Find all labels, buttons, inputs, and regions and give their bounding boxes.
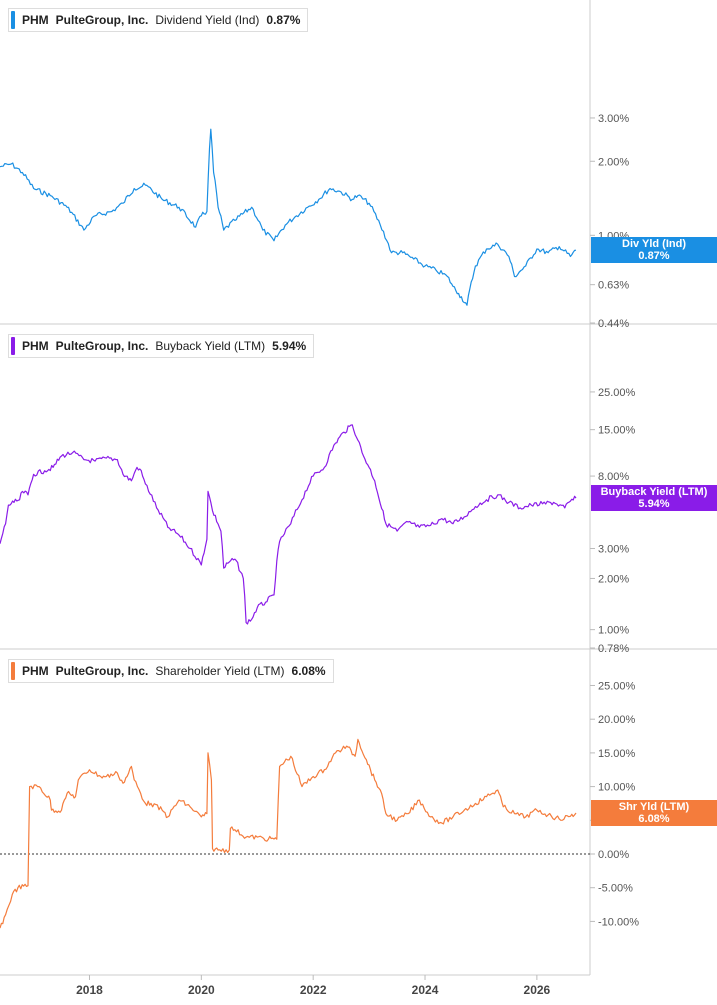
badge-label: Div Yld (Ind) <box>622 238 686 251</box>
series-line-3 <box>0 738 577 929</box>
x-tick-label: 2026 <box>524 983 551 997</box>
y-tick-label: 8.00% <box>598 471 629 483</box>
legend-panel-3: PHM PulteGroup, Inc. Shareholder Yield (… <box>8 659 334 683</box>
legend-panel-2: PHM PulteGroup, Inc. Buyback Yield (LTM)… <box>8 334 315 358</box>
legend-metric: Buyback Yield (LTM) <box>155 339 266 353</box>
legend-swatch-3 <box>11 662 15 680</box>
y-tick-label: 2.00% <box>598 156 629 168</box>
last-value-badge-1: Div Yld (Ind) 0.87% <box>591 237 717 264</box>
legend-ticker: PHM <box>22 13 49 27</box>
legend-company: PulteGroup, Inc. <box>55 13 149 27</box>
badge-value: 6.08% <box>638 813 670 826</box>
legend-ticker: PHM <box>22 664 49 678</box>
last-value-badge-3: Shr Yld (LTM) 6.08% <box>591 800 717 827</box>
y-tick-label: 3.00% <box>598 113 629 125</box>
y-tick-label: 25.00% <box>598 680 636 692</box>
y-tick-label: 10.00% <box>598 782 636 794</box>
legend-value: 0.87% <box>266 13 301 27</box>
legend-metric: Dividend Yield (Ind) <box>155 13 260 27</box>
y-tick-label: 15.00% <box>598 425 636 437</box>
legend-swatch-2 <box>11 337 15 355</box>
legend-panel-1: PHM PulteGroup, Inc. Dividend Yield (Ind… <box>8 8 309 32</box>
legend-metric: Shareholder Yield (LTM) <box>155 664 285 678</box>
badge-value: 0.87% <box>638 250 670 263</box>
badge-label: Shr Yld (LTM) <box>618 801 690 814</box>
y-tick-label: 2.00% <box>598 573 629 585</box>
y-tick-label: 0.00% <box>598 849 629 861</box>
series-line-1 <box>0 128 577 306</box>
x-tick-label: 2022 <box>300 983 327 997</box>
x-tick-label: 2018 <box>76 983 103 997</box>
x-tick-label: 2020 <box>188 983 215 997</box>
y-tick-label: 1.00% <box>598 625 629 637</box>
legend-ticker: PHM <box>22 339 49 353</box>
badge-value: 5.94% <box>638 498 670 511</box>
y-tick-label: 20.00% <box>598 714 636 726</box>
y-tick-label: -10.00% <box>598 916 639 928</box>
x-tick-label: 2024 <box>412 983 439 997</box>
legend-value: 5.94% <box>272 339 307 353</box>
legend-company: PulteGroup, Inc. <box>55 339 149 353</box>
y-tick-label: 25.00% <box>598 387 636 399</box>
y-tick-label: 0.63% <box>598 280 629 292</box>
y-tick-label: -5.00% <box>598 883 633 895</box>
y-tick-label: 0.78% <box>598 643 629 655</box>
y-tick-label: 0.44% <box>598 318 629 330</box>
legend-swatch-1 <box>11 11 15 29</box>
series-line-2 <box>0 424 577 625</box>
badge-label: Buyback Yield (LTM) <box>600 486 708 499</box>
legend-company: PulteGroup, Inc. <box>55 664 149 678</box>
last-value-badge-2: Buyback Yield (LTM) 5.94% <box>591 485 717 512</box>
y-tick-label: 3.00% <box>598 544 629 556</box>
y-tick-label: 15.00% <box>598 748 636 760</box>
legend-value: 6.08% <box>291 664 326 678</box>
